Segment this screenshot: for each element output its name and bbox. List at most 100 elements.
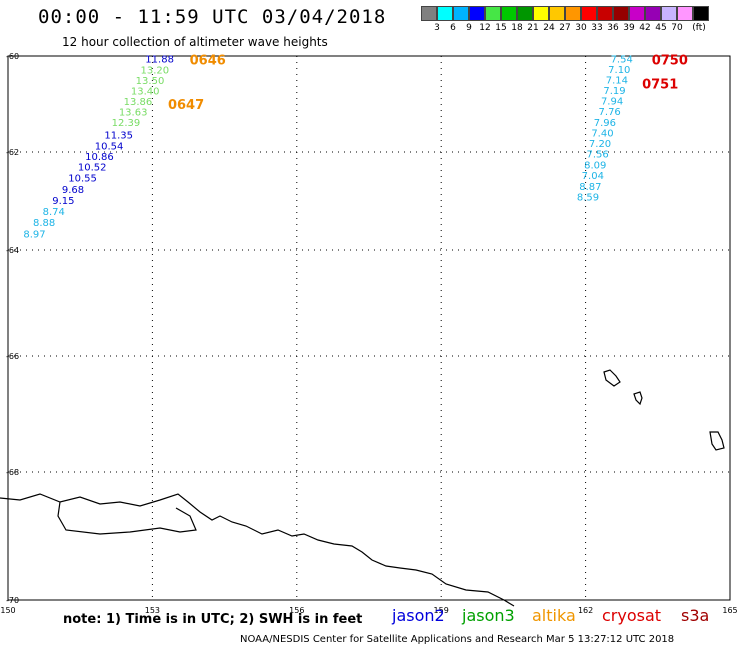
color-swatch [549,6,565,21]
wave-height-value: 8.97 [23,229,45,240]
wave-height-value: 13.20 [140,65,169,76]
antarctic-coastline [0,493,515,607]
coast-island-a [603,369,621,387]
color-scale-label: 12 [479,23,491,33]
color-swatch [533,6,549,21]
time-label: 0750 [652,53,688,68]
wave-height-value: 7.54 [611,54,633,65]
legend-jason2: jason2 [392,606,445,625]
color-scale-label: 21 [527,23,539,33]
color-scale-label: 15 [495,23,507,33]
color-swatch [485,6,501,21]
color-scale-label: 9 [466,23,472,33]
color-scale-label: 33 [591,23,603,33]
wave-height-value: 7.76 [599,107,621,118]
color-scale-label: 30 [575,23,587,33]
color-swatch [629,6,645,21]
color-scale-label: (ft) [692,23,706,33]
legend-s3a: s3a [681,606,710,625]
color-swatch [501,6,517,21]
longitude-tick-label: 165 [722,606,737,615]
time-label: 0647 [168,98,204,113]
latitude-tick-label: -62 [6,148,19,157]
legend-jason3: jason3 [462,606,515,625]
color-swatch [565,6,581,21]
color-scale-label: 27 [559,23,571,33]
wave-height-value: 10.52 [78,163,107,174]
color-scale-label: 36 [607,23,619,33]
color-swatch [613,6,629,21]
time-label: 0751 [642,78,678,93]
wave-height-value: 7.94 [601,97,623,108]
wave-height-value: 13.40 [131,87,160,98]
color-scale-label: 18 [511,23,523,33]
wave-height-value: 9.15 [52,196,74,207]
wave-height-value: 13.86 [124,97,153,108]
latitude-tick-label: -60 [6,52,19,61]
coastline [0,369,725,607]
coast-island-c [709,431,725,451]
color-swatch [421,6,437,21]
color-swatch [581,6,597,21]
map-subtitle: 12 hour collection of altimeter wave hei… [62,35,328,49]
wave-height-value: 7.10 [608,65,630,76]
legend-cryosat: cryosat [602,606,662,625]
latitude-tick-label: -68 [6,468,19,477]
wave-height-value: 8.09 [584,160,606,171]
wave-height-value: 8.74 [43,207,65,218]
wave-height-value: 13.63 [119,108,148,119]
longitude-tick-label: 162 [578,606,593,615]
wave-height-value: 7.19 [603,86,625,97]
color-swatch [677,6,693,21]
longitude-tick-label: 159 [434,606,449,615]
color-scale-label: 24 [543,23,555,33]
color-scale-label: 39 [623,23,635,33]
latitude-tick-label: -66 [6,352,19,361]
wave-height-value: 7.40 [591,128,613,139]
color-scale-bar [421,6,709,21]
wave-height-value: 11.88 [145,54,174,65]
color-scale-label: 3 [434,23,440,33]
footnote: note: 1) Time is in UTC; 2) SWH is in fe… [63,612,363,627]
color-swatch [517,6,533,21]
wave-height-value: 8.87 [579,182,601,193]
color-scale-label: 45 [655,23,667,33]
color-scale-labels: 3 6 9 12 15 18 21 24 27 30 33 36 39 42 45 70 (ft) [421,23,740,35]
wave-height-value: 7.96 [594,118,616,129]
wave-height-value: 11.35 [104,131,133,142]
time-label: 0646 [190,53,226,68]
color-swatch [453,6,469,21]
color-scale-label: 6 [450,23,456,33]
wave-height-value: 7.04 [582,171,604,182]
credit-line: NOAA/NESDIS Center for Satellite Applica… [240,634,675,645]
map-title: 00:00 - 11:59 UTC 03/04/2018 [38,6,387,28]
wave-height-value: 7.14 [606,76,628,87]
legend-altika: altika [532,606,576,625]
color-swatch [661,6,677,21]
longitude-tick-label: 150 [0,606,15,615]
wave-height-value: 9.68 [62,185,84,196]
coast-island-b [633,391,643,406]
color-scale-label: 42 [639,23,651,33]
color-swatch [469,6,485,21]
wave-height-value: 10.86 [85,152,114,163]
wave-height-value: 10.55 [68,173,97,184]
color-swatch [437,6,453,21]
wave-height-value: 13.50 [136,76,165,87]
wave-height-value: 10.54 [95,141,124,152]
color-swatch [693,6,709,21]
color-scale-label: 70 [671,23,683,33]
latitude-tick-label: -64 [6,246,19,255]
latitude-tick-label: -70 [6,596,19,605]
wave-height-value: 8.88 [33,218,55,229]
longitude-tick-label: 153 [145,606,160,615]
color-swatch [645,6,661,21]
wave-height-value: 12.39 [112,118,141,129]
color-swatch [597,6,613,21]
wave-height-value: 8.59 [577,193,599,204]
wave-height-value: 7.20 [589,139,611,150]
lat-lon-grid: 150 153 156 159 162 165 -60 -62 -64 -66 -68 -70 [0,52,737,615]
coast-inlet [57,501,197,535]
